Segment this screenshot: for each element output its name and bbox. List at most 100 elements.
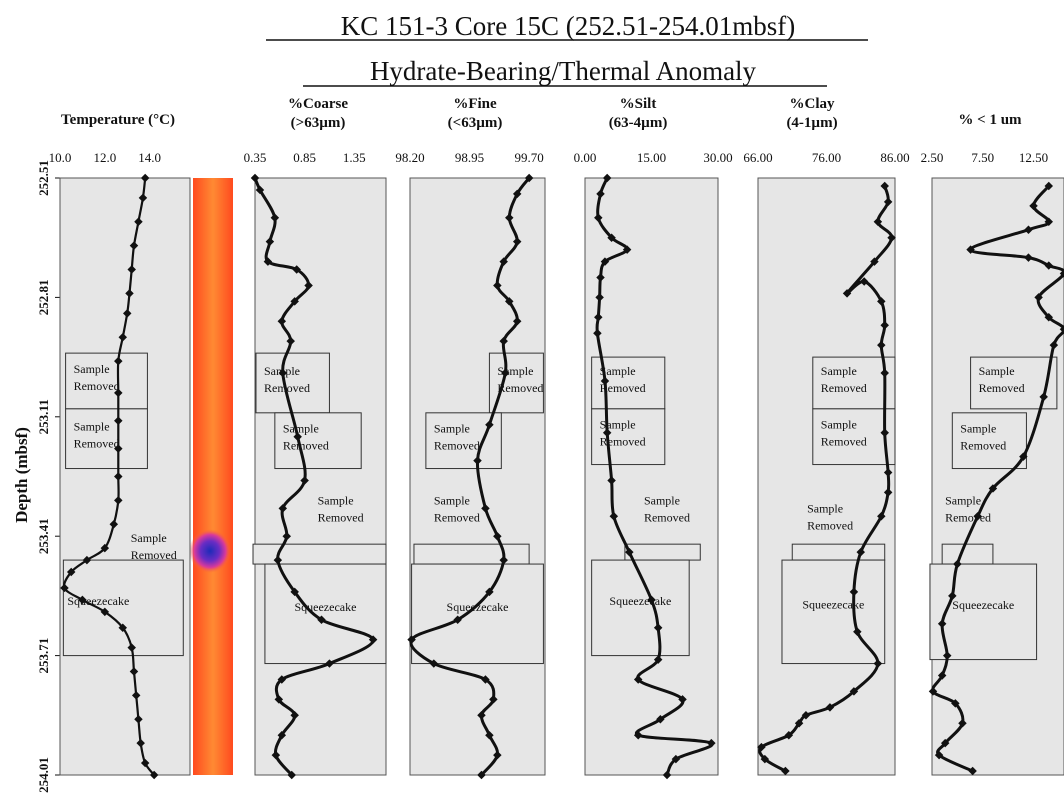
x-tick-label: 99.70 [514, 150, 543, 165]
data-point [953, 559, 962, 569]
squeezecake-box: Squeezecake [929, 563, 1038, 661]
box-label: Sample [74, 420, 110, 434]
x-tick-label: 0.85 [293, 150, 316, 165]
data-point [499, 555, 508, 565]
panels: Temperature (°C) 10.0 12.0 14.0 Sample Remove… [49, 96, 1064, 780]
data-point [951, 699, 960, 708]
box-label: Removed [644, 510, 690, 524]
box-label: Removed [979, 381, 1025, 395]
data-point [501, 368, 510, 378]
box-label: Removed [434, 439, 480, 453]
data-point [880, 321, 889, 330]
panel-title: (63-4µm) [609, 115, 668, 131]
box-label: Sample [979, 364, 1015, 378]
data-point [255, 185, 265, 195]
data-point [633, 675, 643, 684]
sample-gap-box [791, 543, 886, 561]
squeezecake-box: Squeezecake [264, 563, 387, 665]
data-point [407, 635, 416, 644]
data-point [928, 687, 938, 696]
sample-gap-box [624, 543, 701, 561]
data-point [849, 587, 859, 597]
data-point [647, 595, 656, 605]
x-tick-label: 14.0 [138, 150, 161, 165]
data-point [278, 368, 288, 378]
data-point [499, 257, 508, 266]
panel-plot-area [254, 177, 387, 776]
data-point [760, 754, 770, 764]
data-point [270, 213, 280, 223]
box-label: Squeezecake [609, 594, 671, 608]
panel-plot-area [584, 177, 719, 776]
data-point [277, 317, 287, 326]
data-point [273, 555, 283, 565]
panel-4: %Silt (63-4µm) 0.00 15.00 30.00 Sample Removed… [574, 96, 733, 780]
data-point [286, 336, 295, 346]
data-point [477, 770, 486, 780]
data-point [277, 675, 287, 684]
data-point [1039, 392, 1048, 402]
thermal-image-strip [189, 178, 233, 775]
box-outline [812, 356, 896, 410]
thermal-strip-background [193, 178, 233, 775]
data-point [1044, 261, 1054, 270]
data-point [937, 619, 947, 629]
data-point [1034, 293, 1043, 302]
chart-title: KC 151-3 Core 15C (252.51-254.01mbsf) [341, 11, 795, 41]
data-point [293, 432, 302, 441]
box-label: Removed [434, 510, 480, 524]
data-point [849, 687, 859, 696]
box-outline [624, 543, 701, 561]
y-axis-label: Depth (mbsf) [12, 427, 31, 523]
x-tick-label: 76.00 [812, 150, 841, 165]
data-point [602, 428, 612, 437]
box-label: Removed [821, 435, 867, 449]
box-label: Removed [131, 548, 177, 562]
box-label: Removed [264, 381, 310, 395]
panel-title: %Silt [620, 96, 657, 112]
box-label: Removed [74, 379, 120, 393]
data-point [825, 703, 835, 712]
data-point [1019, 452, 1028, 461]
x-tick-label: 12.0 [93, 150, 116, 165]
data-point [118, 332, 128, 342]
data-point [653, 655, 663, 664]
y-tick-label: 253.41 [36, 518, 51, 554]
box-label: Sample [283, 422, 319, 436]
box-label: Removed [821, 381, 867, 395]
panel-title: (4-1µm) [786, 115, 837, 131]
panel-title: %Fine [453, 96, 497, 112]
data-point [707, 738, 716, 748]
box-label: Removed [600, 435, 646, 449]
data-point [671, 754, 681, 764]
box-outline [255, 352, 330, 414]
box-outline [65, 352, 148, 410]
box-label: Sample [644, 493, 680, 507]
thermal-anomaly-spot [189, 529, 231, 573]
data-point [263, 257, 273, 266]
box-label: Sample [497, 364, 533, 378]
data-point [595, 293, 604, 302]
box-outline [929, 563, 1038, 661]
box-outline [488, 352, 544, 414]
box-outline [591, 408, 666, 466]
data-point [934, 750, 944, 760]
sample-removed-box: Sample Removed [644, 493, 690, 524]
box-outline [274, 412, 362, 470]
data-point [512, 317, 522, 326]
data-point [274, 695, 284, 704]
data-point [596, 273, 605, 282]
box-label: Removed [318, 510, 364, 524]
data-point [477, 711, 486, 720]
data-point [138, 193, 148, 203]
data-point [493, 281, 502, 290]
